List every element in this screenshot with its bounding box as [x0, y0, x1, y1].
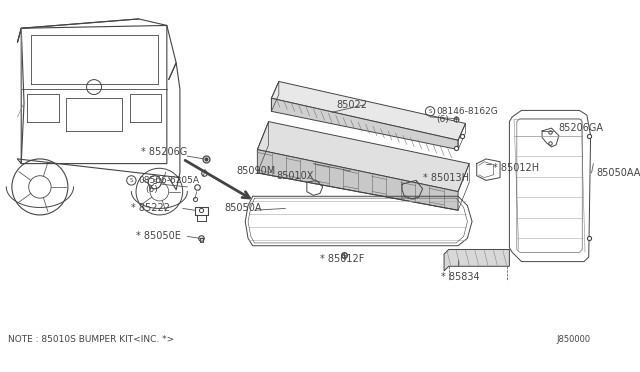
Text: 85022: 85022	[337, 100, 368, 110]
Text: 85050A: 85050A	[225, 203, 262, 214]
Text: * 85012F: * 85012F	[320, 254, 364, 264]
Polygon shape	[444, 250, 509, 271]
Text: S: S	[152, 179, 157, 185]
Text: 85010X: 85010X	[276, 171, 314, 181]
Polygon shape	[257, 150, 458, 210]
Polygon shape	[271, 81, 465, 140]
Text: (6): (6)	[145, 185, 158, 194]
Text: 08146-8162G: 08146-8162G	[436, 107, 499, 116]
Text: 85090M: 85090M	[237, 166, 276, 176]
Text: S: S	[130, 178, 133, 183]
Text: (6): (6)	[436, 115, 449, 124]
Text: NOTE : 85010S BUMPER KIT<INC. *>: NOTE : 85010S BUMPER KIT<INC. *>	[8, 334, 175, 344]
Text: 08566-6205A: 08566-6205A	[138, 176, 199, 185]
Polygon shape	[257, 122, 469, 192]
Text: 85206GA: 85206GA	[559, 123, 604, 133]
Text: S: S	[428, 109, 432, 114]
Text: * 85013H: * 85013H	[422, 173, 468, 183]
Text: * 85012H: * 85012H	[493, 163, 539, 173]
Text: * 85206G: * 85206G	[141, 147, 187, 157]
Text: * 85050E: * 85050E	[136, 231, 181, 241]
Text: 85050AA: 85050AA	[596, 168, 640, 178]
Text: * 85834: * 85834	[441, 272, 480, 282]
Text: J850000: J850000	[556, 334, 591, 344]
Text: * 85222: * 85222	[131, 203, 170, 214]
Polygon shape	[271, 98, 458, 150]
